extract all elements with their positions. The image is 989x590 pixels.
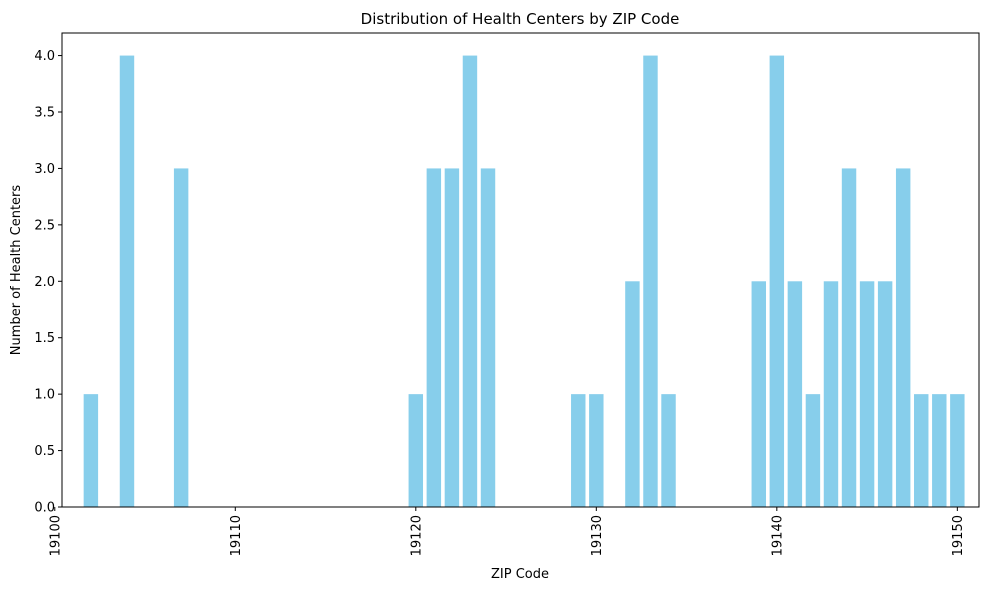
- y-axis-label: Number of Health Centers: [9, 185, 24, 356]
- bar-19123: [462, 55, 478, 507]
- bar-19145: [859, 281, 875, 507]
- y-tick-label: 3.5: [34, 106, 55, 121]
- bar-19133: [643, 55, 658, 507]
- x-axis: 19100 19110 19120 19130 19140 19150: [48, 507, 966, 556]
- x-tick-label: 19120: [409, 515, 424, 556]
- y-axis: 0.0 0.5 1.0 1.5 2.0 2.5 3.0 3.5 4.0: [34, 49, 62, 516]
- bar-19129: [571, 394, 586, 507]
- bar-19124: [480, 168, 496, 507]
- x-tick-label: 19110: [229, 515, 244, 556]
- chart-title: Distribution of Health Centers by ZIP Co…: [361, 10, 680, 28]
- bar-19149: [932, 394, 947, 507]
- y-tick-label: 0.0: [34, 501, 55, 516]
- bars: [83, 55, 965, 507]
- bar-19120: [408, 394, 424, 507]
- y-tick-label: 2.5: [34, 218, 55, 233]
- bar-19102: [83, 394, 99, 507]
- y-tick-label: 1.0: [34, 388, 55, 403]
- y-tick-label: 1.5: [34, 331, 55, 346]
- bar-19132: [625, 281, 640, 507]
- plot-frame: [61, 32, 980, 508]
- bar-19143: [823, 281, 839, 507]
- bar-19139: [751, 281, 766, 507]
- bar-19142: [805, 394, 821, 507]
- bar-19141: [787, 281, 803, 507]
- bar-19144: [841, 168, 857, 507]
- bar-19150: [950, 394, 965, 507]
- x-tick-label: 19150: [951, 515, 966, 556]
- bar-19130: [589, 394, 604, 507]
- y-tick-label: 2.0: [34, 275, 55, 290]
- y-tick-label: 4.0: [34, 49, 55, 64]
- bar-19107: [173, 168, 189, 507]
- y-tick-label: 3.0: [34, 162, 55, 177]
- x-axis-label: ZIP Code: [491, 567, 549, 582]
- bar-19148: [914, 394, 929, 507]
- bar-19140: [769, 55, 785, 507]
- x-tick-label: 19130: [590, 515, 605, 556]
- bar-19147: [895, 168, 911, 507]
- bar-19121: [426, 168, 442, 507]
- bar-19104: [119, 55, 135, 507]
- bar-19146: [877, 281, 893, 507]
- bar-19122: [444, 168, 460, 507]
- y-tick-label: 0.5: [34, 444, 55, 459]
- x-tick-label: 19140: [770, 515, 785, 556]
- bar-19134: [661, 394, 676, 507]
- x-tick-label: 19100: [48, 515, 63, 556]
